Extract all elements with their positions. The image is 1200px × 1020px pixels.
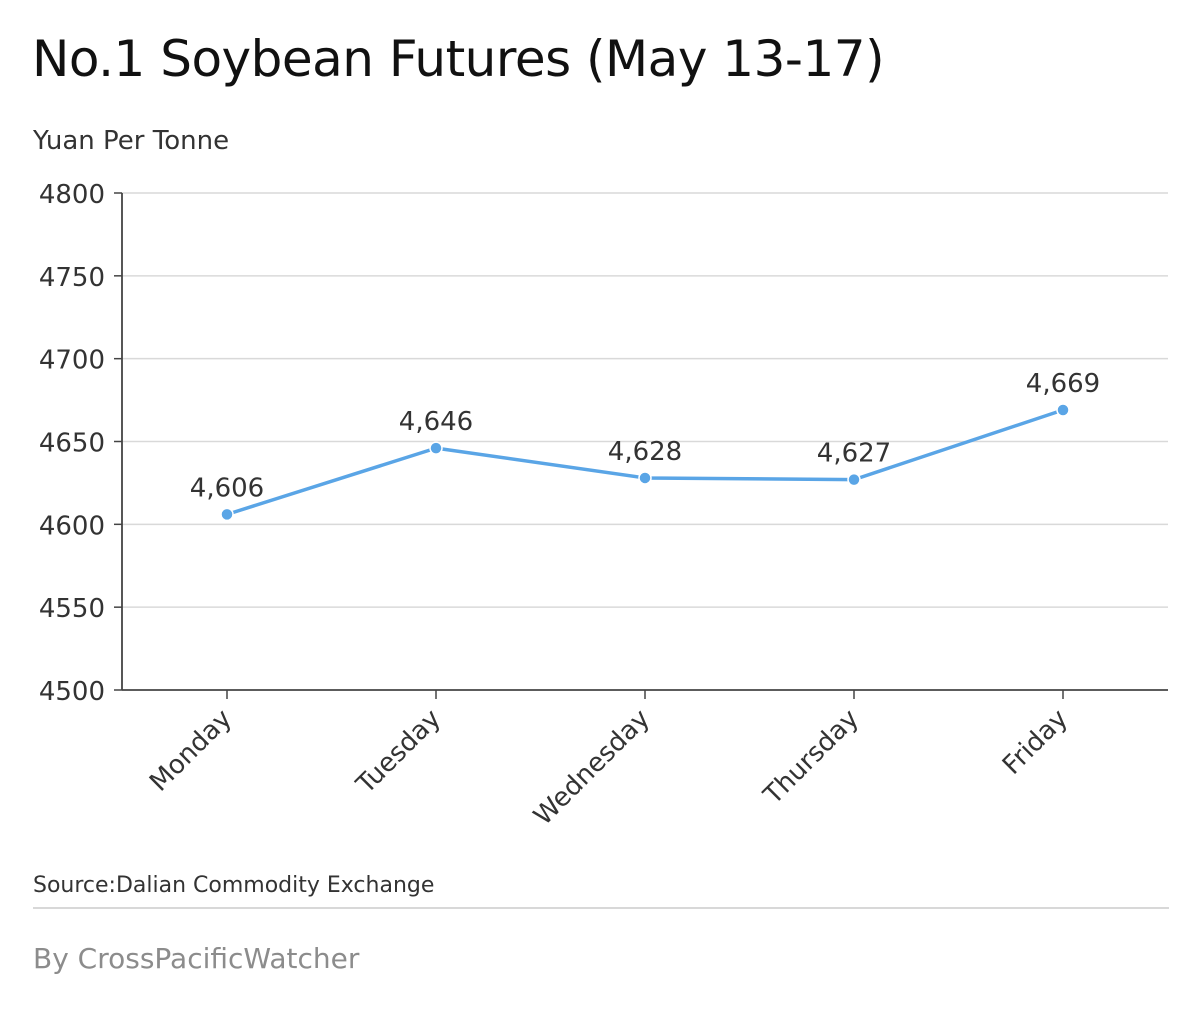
x-tick-label: Monday [144, 704, 238, 798]
y-tick-label: 4650 [39, 429, 105, 459]
data-labels: 4,606 4,646 4,628 4,627 4,669 [190, 369, 1100, 503]
x-tick-label: Wednesday [528, 704, 656, 832]
data-point [847, 472, 861, 487]
byline: By CrossPacificWatcher [33, 942, 360, 975]
x-tick-label: Friday [997, 704, 1074, 781]
data-point [1056, 403, 1070, 417]
y-tick-label: 4600 [39, 511, 105, 541]
x-axis-ticks: Monday Tuesday Wednesday Thursday Friday [144, 690, 1074, 831]
y-tick-label: 4700 [39, 346, 105, 376]
y-tick-label: 4500 [39, 677, 105, 707]
y-tick-label: 4750 [39, 263, 105, 293]
data-point [638, 471, 652, 485]
data-point [429, 441, 443, 455]
y-tick-label: 4800 [39, 180, 105, 210]
footer-divider [33, 907, 1169, 909]
data-label: 4,646 [399, 407, 473, 437]
line-chart: 4500 4550 4600 4650 4700 4750 4800 Monday Tuesd… [39, 180, 1168, 831]
data-label: 4,669 [1026, 369, 1100, 399]
y-axis-ticks: 4500 4550 4600 4650 4700 4750 4800 [39, 180, 122, 707]
data-label: 4,628 [608, 437, 682, 467]
data-point [220, 507, 234, 522]
y-axis-unit-label: Yuan Per Tonne [33, 126, 230, 156]
chart-title: No.1 Soybean Futures (May 13-17) [32, 30, 885, 88]
source-note: Source:Dalian Commodity Exchange [33, 873, 435, 898]
series-line-group [220, 403, 1070, 522]
data-label: 4,627 [817, 439, 891, 469]
x-tick-label: Tuesday [350, 704, 447, 801]
data-label: 4,606 [190, 473, 264, 503]
y-tick-label: 4550 [39, 594, 105, 624]
gridlines [122, 192, 1168, 608]
x-tick-label: Thursday [758, 704, 865, 811]
